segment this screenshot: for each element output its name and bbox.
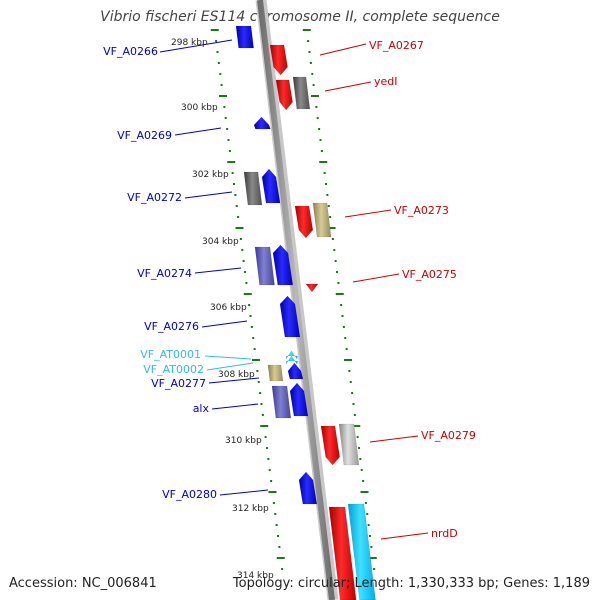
gene-label-vf-a0280: VF_A0280	[162, 488, 217, 501]
gene-label-vf-a0272: VF_A0272	[127, 191, 182, 204]
gene-vf-a0280	[298, 471, 318, 505]
gene-labels-left: VF_A0266 VF_A0269 VF_A0272 VF_A0274 VF_A…	[103, 45, 217, 501]
gene-vf-a0274	[272, 244, 294, 286]
gene-vf-a0275	[305, 283, 319, 293]
accession-text: Accession: NC_006841	[9, 576, 157, 591]
gene-vf-a0271	[243, 171, 263, 206]
gene-vf-a0273b	[312, 202, 332, 238]
gene-vf-a0277a	[267, 364, 284, 382]
leader-line	[211, 403, 259, 410]
gene-label-vf-a0269: VF_A0269	[117, 129, 172, 142]
gene-label-vf-a0279: VF_A0279	[421, 429, 476, 442]
gene-label-vf-at0002: VF_AT0002	[143, 363, 204, 376]
leader-line	[174, 127, 222, 136]
leader-line	[206, 362, 254, 371]
leader-line	[369, 435, 419, 443]
gene-vf-a0267	[269, 44, 288, 76]
leader-line	[159, 39, 233, 53]
scale-label-298: 298 kbp	[171, 38, 208, 48]
gene-label-vf-a0266: VF_A0266	[103, 45, 158, 58]
leader-line	[344, 209, 392, 218]
label-leader-lines	[159, 39, 429, 540]
scale-labels: 298 kbp 300 kbp 302 kbp 304 kbp 306 kbp …	[171, 38, 274, 581]
gene-vf-a0277	[287, 362, 304, 380]
gene-label-vf-a0274: VF_A0274	[137, 267, 192, 280]
leader-line	[319, 43, 367, 56]
leader-line	[208, 377, 260, 384]
map-title: Vibrio fischeri ES114 chromosome II, com…	[100, 9, 500, 25]
scale-label-314: 314 kbp	[237, 571, 274, 581]
gene-vf-a0279	[320, 425, 340, 466]
leader-line	[352, 273, 400, 283]
leader-line	[204, 355, 252, 360]
gene-vf-a0274a	[254, 246, 275, 286]
gene-nrdd	[347, 503, 376, 600]
leader-line	[324, 81, 372, 92]
chromosome-backbone	[257, 0, 335, 600]
gene-label-alx: alx	[193, 402, 210, 415]
leader-line	[380, 532, 429, 540]
gene-label-vf-a0275: VF_A0275	[402, 268, 457, 281]
gene-vf-a0266	[235, 25, 254, 49]
gene-label-vf-a0277: VF_A0277	[151, 377, 206, 390]
leader-line	[219, 489, 269, 496]
gene-vf-at0002	[285, 355, 298, 365]
gene-alx-a	[271, 385, 292, 419]
gene-vf-a0269	[253, 116, 271, 130]
scale-label-300: 300 kbp	[181, 103, 218, 113]
leader-line	[201, 320, 248, 328]
gene-vf-a0279b	[338, 423, 360, 466]
scale-label-312: 312 kbp	[232, 504, 269, 514]
gene-label-nrdd: nrdD	[431, 527, 458, 540]
gene-yedi-a	[275, 79, 293, 111]
gene-label-vf-a0276: VF_A0276	[144, 320, 199, 333]
scale-label-310: 310 kbp	[225, 436, 262, 446]
leader-line	[184, 191, 233, 199]
gene-vf-a0273	[294, 205, 314, 239]
gene-label-yedi: yedI	[374, 75, 398, 88]
leader-line	[194, 267, 242, 274]
scale-label-308: 308 kbp	[218, 370, 255, 380]
scale-label-306: 306 kbp	[210, 303, 247, 313]
gene-features	[235, 25, 376, 600]
gene-yedi-pseudo	[292, 76, 311, 110]
gene-label-vf-a0273: VF_A0273	[394, 204, 449, 217]
scale-label-304: 304 kbp	[202, 237, 239, 247]
scale-label-302: 302 kbp	[192, 170, 229, 180]
gene-vf-a0276	[279, 295, 301, 338]
gene-nrdd-a	[328, 506, 357, 600]
gene-label-vf-at0001: VF_AT0001	[140, 348, 201, 361]
gene-label-vf-a0267: VF_A0267	[369, 39, 424, 52]
gene-labels-right: VF_A0267 yedI VF_A0273 VF_A0275 VF_A0279…	[369, 39, 476, 540]
gene-alx	[289, 382, 309, 417]
sequence-summary-text: Topology: circular; Length: 1,330,333 bp…	[232, 576, 590, 591]
tick-marks	[210, 29, 377, 570]
gene-vf-at0001	[285, 350, 298, 360]
gene-vf-a0272	[261, 168, 281, 204]
